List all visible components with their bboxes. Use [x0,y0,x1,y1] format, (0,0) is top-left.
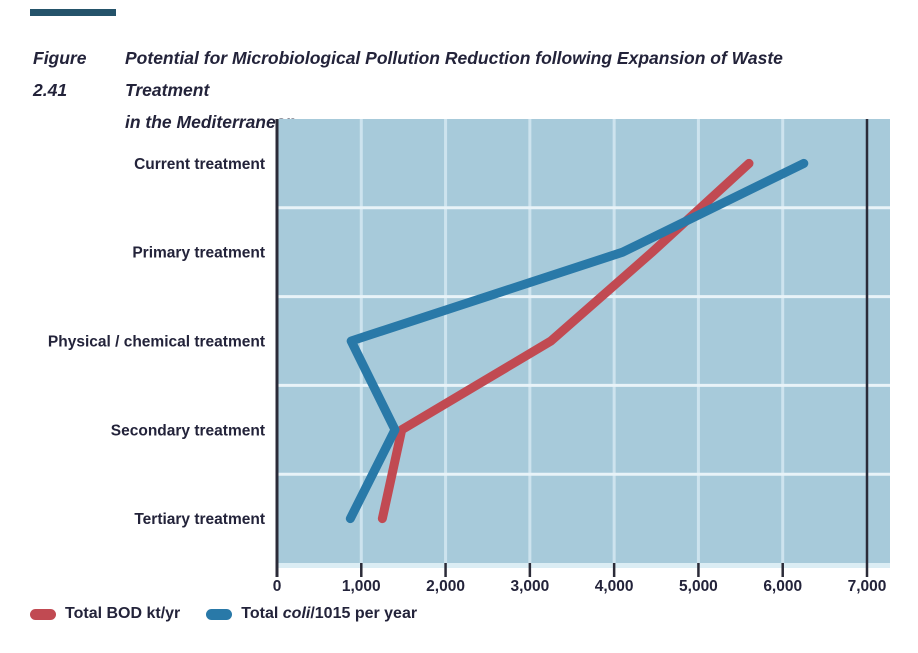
figure-title-text: Potential for Microbiological Pollution … [125,42,865,138]
plot-bottom-strip [277,563,890,568]
legend-item-bod: Total BOD kt/yr [30,605,180,623]
top-accent-bar [30,9,116,16]
legend-label-bod: Total BOD kt/yr [65,605,181,622]
x-tick-label: 5,000 [679,578,718,595]
legend-swatch-bod-icon [30,608,56,620]
category-label: Secondary treatment [111,422,265,439]
x-tick-label: 4,000 [595,578,634,595]
figure-title-line2: in the Mediterranean [125,112,297,132]
x-tick-label: 1,000 [342,578,381,595]
x-tick-label: 7,000 [848,578,887,595]
category-label: Current treatment [134,156,265,173]
series-line-coli [345,158,809,524]
legend-label-coli: Total coli/1015 per year [241,605,418,622]
chart-legend: Total BOD kt/yr Total coli/1015 per year [30,605,417,623]
legend-item-coli: Total coli/1015 per year [206,605,417,623]
category-label: Primary treatment [132,245,265,262]
x-tick-label: 0 [273,578,282,595]
figure-title: Figure 2.41 Potential for Microbiologica… [33,42,865,138]
category-label: Tertiary treatment [134,511,265,528]
x-tick-label: 3,000 [510,578,549,595]
category-label: Physical / chemical treatment [48,334,265,351]
plot-area [277,119,890,563]
figure-number: Figure 2.41 [33,48,87,100]
x-tick-label: 2,000 [426,578,465,595]
x-tick-label: 6,000 [763,578,802,595]
legend-swatch-coli-icon [206,608,233,620]
figure-title-line1: Potential for Microbiological Pollution … [125,48,783,100]
